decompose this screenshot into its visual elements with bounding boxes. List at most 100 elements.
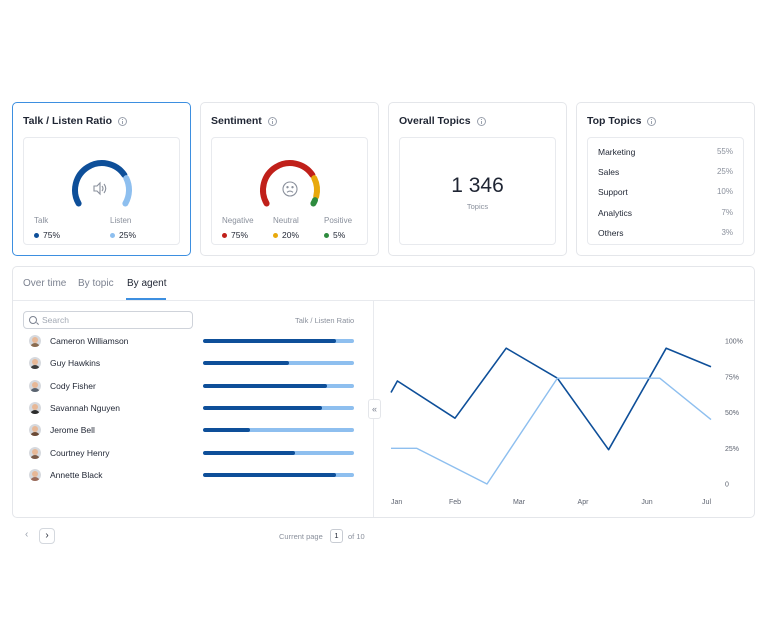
overall-topics-card[interactable]: Overall Topics 1 346 Topics (388, 102, 567, 256)
info-icon[interactable] (647, 116, 657, 126)
info-icon[interactable] (267, 116, 277, 126)
topic-row: Others 3% (598, 228, 733, 238)
topic-row: Support 10% (598, 187, 733, 197)
neutral-dot (273, 232, 278, 238)
talk-dot (34, 232, 39, 238)
card-title: Top Topics (587, 115, 657, 127)
line-chart-svg: Jan Feb Mar Apr Jun Jul 0 25% 50% 75% 100% (390, 339, 743, 506)
sentiment-panel: Negative 75% Neutral 20% Positive 5% (211, 137, 368, 245)
active-tab-indicator (126, 298, 166, 300)
card-title: Sentiment (211, 115, 277, 127)
agent-row[interactable]: Cameron Williamson (29, 333, 359, 349)
y-tick-label: 0 (725, 482, 729, 489)
info-icon[interactable] (118, 116, 128, 126)
positive-dot (324, 232, 329, 238)
x-tick-label: Apr (578, 499, 590, 506)
y-tick-label: 100% (725, 339, 743, 346)
topic-row: Sales 25% (598, 167, 733, 177)
series-line-2 (391, 377, 712, 485)
sad-face-icon (282, 181, 298, 197)
talk-listen-bar (203, 361, 354, 366)
talk-bar-fill (203, 405, 323, 410)
listen-arc (122, 175, 132, 207)
neutral-arc (311, 175, 320, 200)
y-tick-label: 25% (725, 446, 739, 453)
prev-page-button[interactable]: ‹ (25, 529, 29, 540)
talk-bar-fill (203, 450, 296, 455)
column-header: Talk / Listen Ratio (295, 316, 355, 325)
positive-arc (310, 197, 319, 207)
talk-bar-fill (203, 339, 336, 343)
agent-name: Courtney Henry (50, 447, 110, 458)
talk-bar-fill (203, 428, 250, 433)
positive-legend: Positive 5% (324, 216, 353, 240)
talk-listen-gauge (72, 160, 132, 207)
positive-value: 5% (333, 230, 346, 240)
sentiment-card[interactable]: Sentiment Negative 75% Neutral 20% Posit… (200, 102, 379, 256)
talk-bar-fill (203, 383, 327, 388)
agent-name: Guy Hawkins (50, 358, 101, 369)
agent-row[interactable]: Jerome Bell (29, 422, 359, 438)
avatar (29, 357, 41, 370)
avatar (29, 379, 41, 392)
next-page-button[interactable]: › (39, 528, 55, 544)
talk-bar-fill (203, 361, 290, 366)
search-box (23, 311, 193, 329)
talk-listen-bar (203, 383, 354, 388)
topic-row: Analytics 7% (598, 208, 733, 218)
current-page-label: Current page (279, 532, 323, 541)
double-chevron-left-icon: « (371, 404, 377, 414)
neutral-value: 20% (282, 230, 300, 240)
tab-by-topic[interactable]: By topic (78, 278, 114, 289)
total-pages-label: of 10 (348, 532, 365, 541)
current-page-input[interactable]: 1 (330, 529, 343, 543)
talk-listen-bar (203, 339, 354, 343)
top-topics-card[interactable]: Top Topics Marketing 55% Sales 25% Support… (576, 102, 755, 256)
tab-over-time[interactable]: Over time (23, 278, 67, 289)
info-icon[interactable] (476, 116, 486, 126)
agent-row[interactable]: Guy Hawkins (29, 355, 359, 371)
series-line-1 (390, 347, 712, 451)
agent-name: Cameron Williamson (50, 336, 129, 346)
agent-row[interactable]: Annette Black (29, 467, 359, 483)
agent-name: Annette Black (50, 469, 103, 480)
card-title: Overall Topics (399, 115, 486, 127)
agent-row[interactable]: Courtney Henry (29, 445, 359, 461)
collapse-panel-button[interactable]: « (368, 399, 381, 419)
search-input[interactable] (42, 314, 187, 326)
negative-value: 75% (231, 230, 249, 240)
talk-bar-fill (203, 472, 336, 477)
listen-value: 25% (119, 230, 137, 240)
agent-row[interactable]: Cody Fisher (29, 378, 359, 394)
search-icon (29, 316, 37, 324)
talk-legend: Talk 75% (34, 216, 61, 240)
avatar (29, 401, 41, 414)
overall-topics-panel: 1 346 Topics (399, 137, 556, 245)
negative-arc (260, 160, 316, 207)
listen-dot (110, 232, 115, 238)
tab-bar: Over time By topic By agent (13, 267, 754, 301)
x-tick-label: Feb (449, 499, 461, 506)
talk-listen-panel: Talk 75% Listen 25% (23, 137, 180, 245)
tab-by-agent[interactable]: By agent (127, 278, 167, 289)
topics-count: 1 346 (451, 174, 504, 197)
talk-listen-bar (203, 428, 354, 433)
agent-row[interactable]: Savannah Nguyen (29, 400, 359, 416)
agent-name: Cody Fisher (50, 380, 96, 391)
talk-ratio-chart: Jan Feb Mar Apr Jun Jul 0 25% 50% 75% 100% (375, 301, 754, 517)
talk-arc (72, 160, 128, 207)
agent-name: Jerome Bell (50, 425, 95, 436)
sentiment-gauge (260, 160, 320, 207)
negative-dot (222, 232, 227, 238)
avatar (29, 446, 41, 459)
agent-breakdown-panel: Over time By topic By agent Talk / Liste… (12, 266, 755, 544)
card-title: Talk / Listen Ratio (23, 115, 128, 127)
avatar (29, 335, 41, 347)
avatar (29, 468, 41, 481)
topic-row: Marketing 55% (598, 147, 733, 157)
topics-count-label: Topics (466, 202, 489, 211)
agent-name: Savannah Nguyen (50, 402, 120, 413)
speaker-icon (93, 181, 107, 196)
talk-listen-card[interactable]: Talk / Listen Ratio Talk 75% Listen 25% (12, 102, 191, 256)
talk-listen-bar (203, 450, 354, 455)
